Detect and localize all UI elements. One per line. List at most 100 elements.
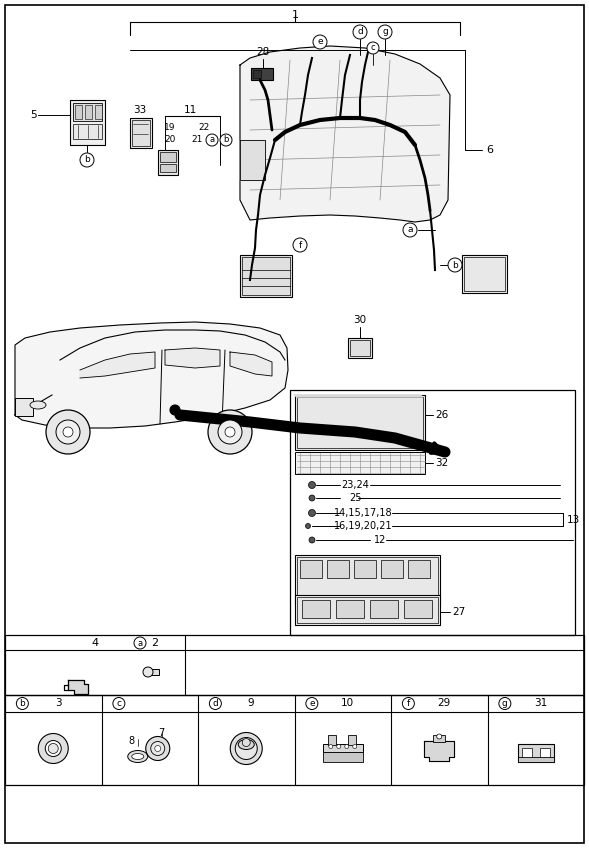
Text: 8: 8 xyxy=(128,735,135,745)
Bar xyxy=(302,600,330,618)
Circle shape xyxy=(306,698,318,710)
Circle shape xyxy=(80,153,94,167)
Text: 16,19,20,21: 16,19,20,21 xyxy=(334,521,392,531)
Text: b: b xyxy=(84,155,90,165)
Bar xyxy=(518,744,554,762)
Bar xyxy=(75,105,82,119)
Circle shape xyxy=(437,734,442,739)
Text: 2: 2 xyxy=(151,638,158,648)
Text: 10: 10 xyxy=(341,699,354,708)
Text: 30: 30 xyxy=(353,315,366,325)
Bar xyxy=(290,390,575,635)
Text: 4: 4 xyxy=(91,638,98,648)
Bar xyxy=(408,560,430,578)
Text: f: f xyxy=(407,699,410,708)
Text: 19: 19 xyxy=(164,124,176,132)
Text: 28: 28 xyxy=(256,47,270,57)
Polygon shape xyxy=(294,395,423,397)
Circle shape xyxy=(113,698,125,710)
Polygon shape xyxy=(80,352,155,378)
Bar xyxy=(85,105,92,119)
Polygon shape xyxy=(240,140,265,180)
Text: a: a xyxy=(137,639,143,648)
Text: 1: 1 xyxy=(292,10,299,20)
Circle shape xyxy=(230,733,262,765)
Bar xyxy=(253,70,261,78)
Bar xyxy=(160,152,176,162)
Ellipse shape xyxy=(238,739,254,750)
Circle shape xyxy=(329,745,333,749)
Text: g: g xyxy=(502,699,508,708)
Circle shape xyxy=(16,698,28,710)
Circle shape xyxy=(402,698,415,710)
Circle shape xyxy=(151,741,165,756)
Bar xyxy=(327,560,349,578)
Bar xyxy=(130,118,152,148)
Circle shape xyxy=(499,698,511,710)
Bar xyxy=(145,669,159,675)
Circle shape xyxy=(208,410,252,454)
Circle shape xyxy=(209,698,221,710)
Bar xyxy=(323,744,363,751)
Circle shape xyxy=(220,134,232,146)
Circle shape xyxy=(155,745,161,751)
Text: b: b xyxy=(19,699,25,708)
Bar xyxy=(242,257,290,295)
Circle shape xyxy=(337,745,341,749)
Text: 22: 22 xyxy=(198,124,210,132)
Text: 23,24: 23,24 xyxy=(341,480,369,490)
Text: e: e xyxy=(309,699,315,708)
Text: 29: 29 xyxy=(438,699,451,708)
Circle shape xyxy=(403,223,417,237)
Circle shape xyxy=(378,25,392,39)
Bar xyxy=(240,255,292,297)
Circle shape xyxy=(309,510,316,516)
Text: 31: 31 xyxy=(534,699,547,708)
Polygon shape xyxy=(230,352,272,376)
Bar xyxy=(95,105,102,119)
Circle shape xyxy=(309,482,316,488)
Bar xyxy=(295,595,440,625)
Text: b: b xyxy=(452,260,458,270)
Text: a: a xyxy=(210,136,214,144)
Circle shape xyxy=(345,745,349,749)
Circle shape xyxy=(306,523,310,528)
Bar xyxy=(354,560,376,578)
Text: 27: 27 xyxy=(452,607,465,617)
Text: 26: 26 xyxy=(435,410,448,420)
Bar xyxy=(518,756,554,762)
Text: c: c xyxy=(117,699,121,708)
Circle shape xyxy=(134,637,146,649)
Bar xyxy=(323,751,363,762)
Ellipse shape xyxy=(132,754,144,760)
Bar xyxy=(434,734,445,741)
Bar xyxy=(522,747,532,757)
Text: b: b xyxy=(223,136,229,144)
Circle shape xyxy=(218,420,242,444)
Text: 3: 3 xyxy=(55,699,61,708)
Text: g: g xyxy=(382,27,388,36)
Bar xyxy=(348,338,372,358)
Text: 11: 11 xyxy=(183,105,197,115)
Circle shape xyxy=(313,35,327,49)
Circle shape xyxy=(48,744,58,754)
Circle shape xyxy=(309,537,315,543)
Bar xyxy=(297,557,438,603)
Bar xyxy=(404,600,432,618)
Polygon shape xyxy=(15,322,288,428)
Text: c: c xyxy=(370,43,375,53)
Text: 33: 33 xyxy=(133,105,147,115)
Circle shape xyxy=(309,495,315,501)
Bar xyxy=(297,597,438,623)
Polygon shape xyxy=(165,348,220,368)
Bar xyxy=(295,395,425,450)
Text: f: f xyxy=(299,241,302,249)
Bar xyxy=(295,452,425,474)
Bar xyxy=(350,340,370,356)
Circle shape xyxy=(206,134,218,146)
Bar xyxy=(348,734,356,745)
Text: 12: 12 xyxy=(374,535,386,545)
Bar xyxy=(158,150,178,175)
Polygon shape xyxy=(424,740,454,761)
Circle shape xyxy=(145,737,170,761)
